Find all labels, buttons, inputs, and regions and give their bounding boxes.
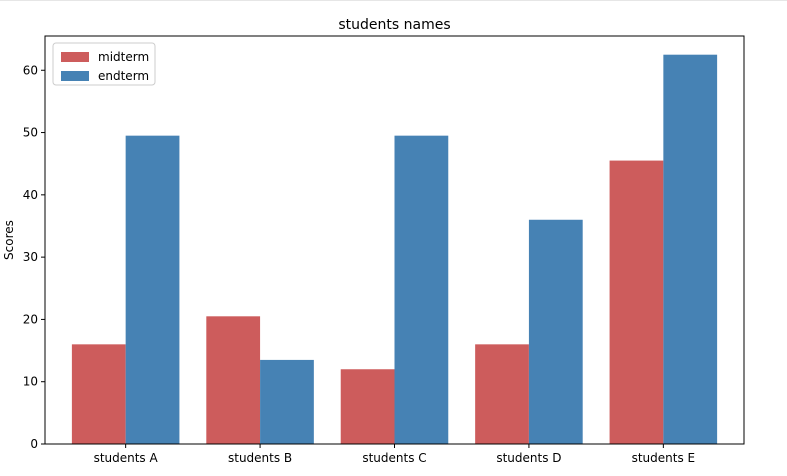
- y-axis-label: Scores: [2, 220, 16, 260]
- legend-label-midterm: midterm: [98, 50, 149, 64]
- x-tick-label: students B: [228, 451, 292, 465]
- legend-label-endterm: endterm: [98, 69, 149, 83]
- bar-endterm-2: [260, 359, 314, 444]
- legend-swatch-endterm: [61, 71, 89, 81]
- bar-midterm-2: [206, 316, 261, 444]
- y-tick-label: 40: [23, 188, 38, 202]
- axes-layer: 0 10 20 30 40 50 60 students A students B student…: [23, 35, 745, 465]
- bar-endterm-4: [528, 219, 583, 444]
- y-tick-label: 20: [23, 312, 38, 326]
- y-tick-label: 50: [23, 126, 38, 140]
- bar-midterm-4: [475, 344, 529, 444]
- bars-layer: [71, 54, 718, 444]
- x-tick-label: students E: [632, 451, 696, 465]
- y-tick-label: 10: [23, 375, 38, 389]
- bar-midterm-1: [71, 344, 126, 444]
- bar-endterm-3: [394, 135, 449, 444]
- y-tick-label: 0: [30, 437, 38, 451]
- y-tick-label: 30: [23, 250, 38, 264]
- bar-endterm-1: [125, 135, 180, 444]
- bar-midterm-5: [609, 160, 664, 444]
- y-tick-label: 60: [23, 63, 38, 77]
- x-tick-label: students A: [94, 451, 159, 465]
- chart-title: students names: [338, 17, 450, 33]
- top-divider: [0, 0, 787, 1]
- x-tick-label: students D: [496, 451, 561, 465]
- x-tick-label: students C: [362, 451, 426, 465]
- legend-swatch-midterm: [61, 52, 89, 62]
- bar-endterm-5: [663, 54, 718, 444]
- bar-midterm-3: [340, 369, 395, 444]
- legend: midterm endterm: [52, 42, 156, 86]
